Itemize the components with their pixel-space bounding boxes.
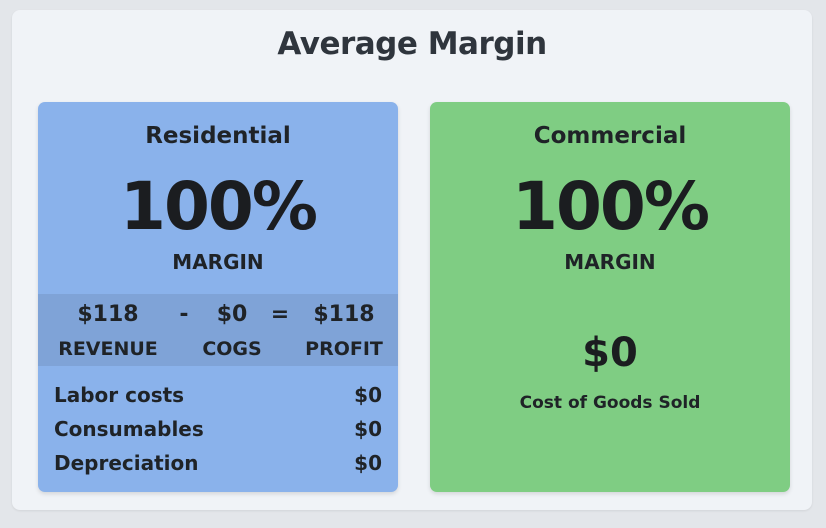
residential-margin-label: MARGIN <box>172 250 264 274</box>
panel-title: Average Margin <box>277 26 547 62</box>
breakdown-value: $0 <box>354 451 382 475</box>
commercial-margin-label: MARGIN <box>564 250 656 274</box>
breakdown-label: Consumables <box>54 417 204 441</box>
commercial-margin-value: 100% <box>512 168 710 245</box>
commercial-cogs-value: $0 <box>582 330 638 376</box>
margin-equation: $118 - $0 = $118 REVENUE COGS PROFIT <box>38 294 398 366</box>
profit-label: PROFIT <box>305 338 383 360</box>
commercial-title: Commercial <box>533 123 687 149</box>
breakdown-value: $0 <box>354 417 382 441</box>
breakdown-row-labor: Labor costs $0 <box>54 383 382 413</box>
residential-title: Residential <box>145 123 291 149</box>
breakdown-row-depreciation: Depreciation $0 <box>54 451 382 481</box>
commercial-cogs-label: Cost of Goods Sold <box>519 393 701 413</box>
commercial-card: Commercial 100% MARGIN $0 Cost of Goods … <box>430 102 790 492</box>
breakdown-value: $0 <box>354 383 382 407</box>
equals-sign: = <box>270 302 290 327</box>
breakdown-label: Depreciation <box>54 451 199 475</box>
profit-value: $118 <box>313 302 375 327</box>
residential-margin-value: 100% <box>120 168 318 245</box>
cogs-label: COGS <box>202 338 262 360</box>
cogs-value: $0 <box>216 302 248 327</box>
residential-card: Residential 100% MARGIN $118 - $0 = $118… <box>38 102 398 492</box>
breakdown-row-consumables: Consumables $0 <box>54 417 382 447</box>
average-margin-panel: Average Margin Residential 100% MARGIN $… <box>12 10 812 510</box>
minus-sign: - <box>179 302 189 327</box>
revenue-value: $118 <box>77 302 139 327</box>
breakdown-label: Labor costs <box>54 383 185 407</box>
revenue-label: REVENUE <box>58 338 158 360</box>
